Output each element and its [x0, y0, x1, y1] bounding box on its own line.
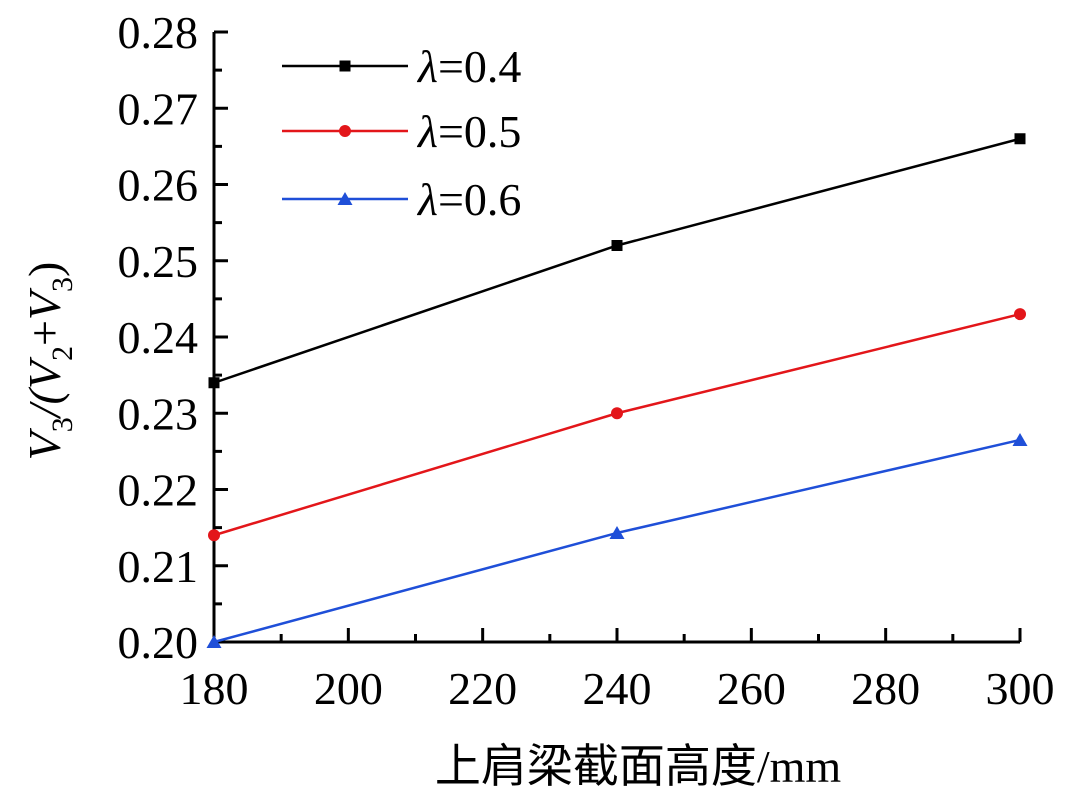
legend-label: λ=0.5: [416, 106, 521, 157]
series-1: [208, 133, 1026, 389]
legend-label: λ=0.6: [416, 174, 521, 225]
legend-item-2: λ=0.5: [282, 106, 521, 157]
x-tick-label: 280: [851, 663, 920, 714]
series-line: [213, 312, 1021, 537]
x-axis-title: 上肩梁截面高度/mm: [435, 741, 842, 792]
data-point: [611, 240, 623, 251]
y-tick-label: 0.26: [118, 160, 199, 211]
series-layer: [206, 133, 1028, 648]
x-tick-label: 300: [986, 663, 1055, 714]
legend-marker: [339, 60, 351, 72]
y-tick-label: 0.21: [118, 541, 199, 592]
data-point: [208, 529, 220, 542]
axes: 0.20 0.21 0.22 0.23 0.24 0.25 0.26 0.27 0.28 180 2…: [118, 7, 1055, 714]
data-point: [611, 407, 623, 420]
y-tick-label: 0.28: [118, 7, 199, 58]
legend-marker: [337, 192, 353, 205]
y-title-v3: V: [19, 427, 70, 460]
y-tick-label: 0.22: [118, 465, 199, 516]
legend-label: λ=0.4: [416, 41, 521, 92]
y-tick-label: 0.20: [118, 617, 199, 668]
legend: λ=0.4 λ=0.5 λ=0.6: [282, 41, 521, 225]
data-point: [1014, 308, 1026, 321]
data-point: [208, 377, 220, 389]
legend-item-3: λ=0.6: [282, 174, 521, 225]
y-tick-label: 0.27: [118, 83, 199, 134]
data-point: [609, 525, 625, 539]
series-2: [208, 308, 1026, 542]
x-tick-label: 260: [717, 663, 786, 714]
y-tick-label: 0.23: [118, 388, 199, 439]
y-axis-title: V3/(V2+V3): [19, 262, 79, 461]
data-point: [206, 635, 222, 648]
series-line: [213, 137, 1021, 384]
y-tick-label: 0.24: [118, 312, 199, 363]
svg-text:V3/(V2+V3): V3/(V2+V3): [19, 262, 79, 461]
data-point: [1014, 133, 1026, 145]
legend-marker: [339, 125, 351, 137]
data-point: [1012, 432, 1028, 446]
x-tick-label: 180: [180, 663, 249, 714]
series-line: [213, 438, 1021, 644]
x-tick-label: 240: [583, 663, 652, 714]
x-tick-label: 220: [448, 663, 517, 714]
series-3: [206, 432, 1028, 648]
x-tick-label: 200: [314, 663, 383, 714]
legend-item-1: λ=0.4: [282, 41, 521, 92]
y-tick-label: 0.25: [118, 236, 199, 287]
